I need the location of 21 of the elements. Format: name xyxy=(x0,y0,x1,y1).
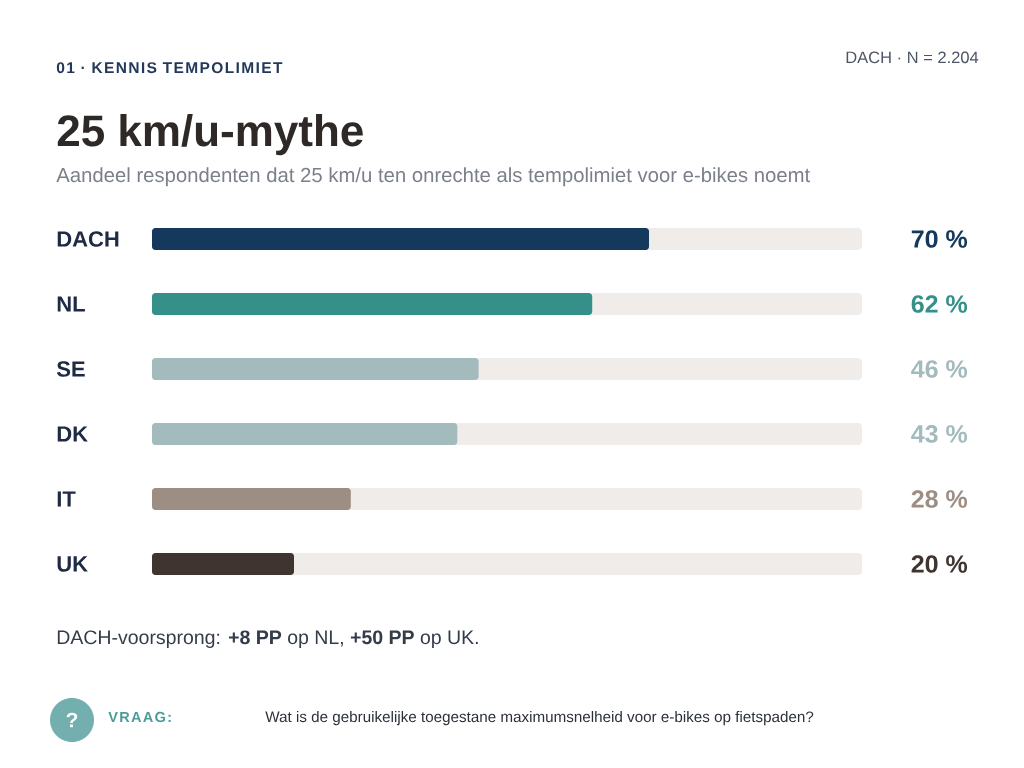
text: VRAAG: xyxy=(108,711,171,723)
text: Wat is de gebruikelijke toegestane maximumsnelheid voor e-bikes op fietspaden? xyxy=(265,710,814,726)
chart-subtitle: Aandeel respondenten dat 25 km/u ten onrechte als tempolimiet voor e-bikes noemt xyxy=(56,167,811,187)
y-tick-label: NL xyxy=(57,296,85,312)
y-tick-label: IT xyxy=(57,491,76,507)
text: DACH · N = 2.204 xyxy=(846,51,979,64)
text: DACH-voorsprong: +8 PP op NL, +50 PP op UK. xyxy=(57,630,478,649)
y-tick-label: SE xyxy=(56,361,85,377)
data-label: 62 % xyxy=(911,295,968,313)
data-label: 46 % xyxy=(911,360,968,378)
y-tick-label: DK xyxy=(57,426,88,442)
text: ? xyxy=(66,712,78,728)
text: 01 · KENNIS TEMPOLIMIET xyxy=(56,62,283,74)
data-label: 70 % xyxy=(911,230,968,248)
data-label: 20 % xyxy=(911,555,968,573)
data-label: 43 % xyxy=(911,425,968,443)
bar xyxy=(152,553,295,575)
chart-title: 25 km/u-mythe xyxy=(57,114,363,156)
y-tick-label: DACH xyxy=(57,231,119,247)
y-tick-label: UK xyxy=(57,556,88,572)
data-label: 28 % xyxy=(911,490,968,508)
